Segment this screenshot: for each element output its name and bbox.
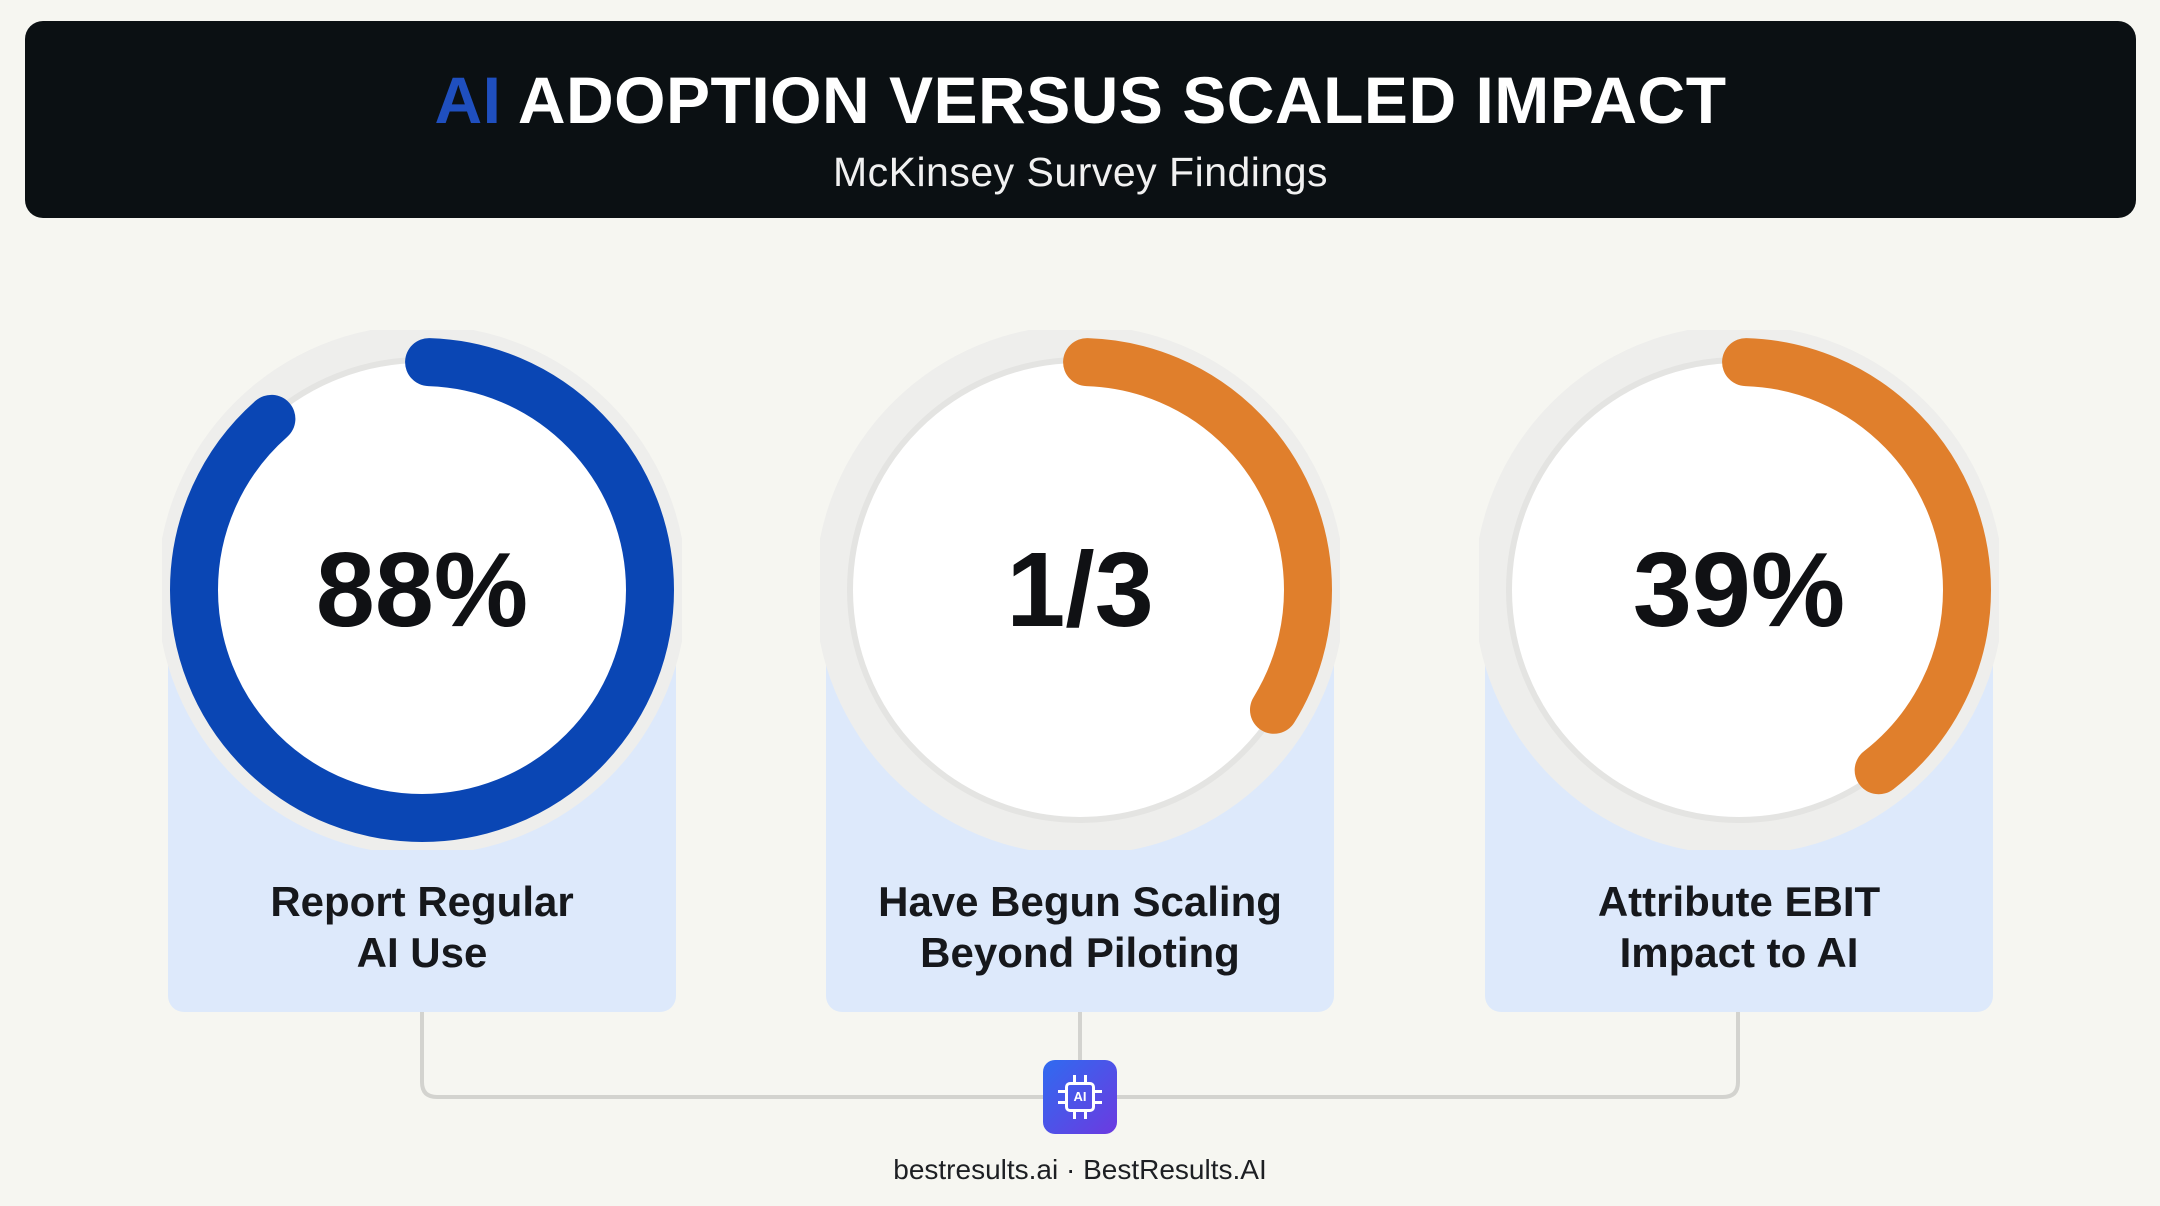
footer-brand: bestresults.ai · BestResults.AI: [893, 1154, 1267, 1185]
donut-arc: [170, 338, 674, 842]
donut-scaling: [820, 330, 1340, 850]
stat-label-regular-use: Report Regular AI Use: [168, 876, 676, 978]
stat-value-scaling: 1/3: [1006, 531, 1154, 649]
label-line: Impact to AI: [1619, 929, 1859, 976]
label-line: Attribute EBIT: [1597, 878, 1881, 925]
label-line: Beyond Piloting: [920, 929, 1240, 976]
donut-regular-use: [162, 330, 682, 850]
header-banner: AI ADOPTION VERSUS SCALED IMPACT McKinse…: [25, 21, 2136, 218]
stat-value-ebit: 39%: [1632, 531, 1846, 649]
ai-chip-text: AI: [1065, 1082, 1095, 1112]
donut-svg-3: [1479, 330, 1999, 850]
title-accent: AI: [434, 63, 502, 137]
donut-face: [848, 358, 1312, 822]
stat-label-scaling: Have Begun Scaling Beyond Piloting: [826, 876, 1334, 978]
donut-face: [1507, 358, 1971, 822]
donut-svg-2: [820, 330, 1340, 850]
label-line: Report Regular: [270, 878, 574, 925]
donut-arc: [1487, 338, 1991, 842]
stat-value-regular-use: 88%: [315, 531, 529, 649]
title-rest: ADOPTION VERSUS SCALED IMPACT: [501, 63, 1727, 137]
stat-label-ebit: Attribute EBIT Impact to AI: [1485, 876, 1993, 978]
donut-arc: [828, 338, 1332, 842]
page-subtitle: McKinsey Survey Findings: [832, 149, 1329, 195]
donut-ebit: [1479, 330, 1999, 850]
donut-svg-1: [162, 330, 682, 850]
label-line: Have Begun Scaling: [878, 878, 1282, 925]
ai-chip-icon: AI: [1043, 1060, 1117, 1134]
label-line: AI Use: [356, 929, 488, 976]
page-title: AI ADOPTION VERSUS SCALED IMPACT: [25, 61, 2136, 139]
donut-face: [190, 358, 654, 822]
